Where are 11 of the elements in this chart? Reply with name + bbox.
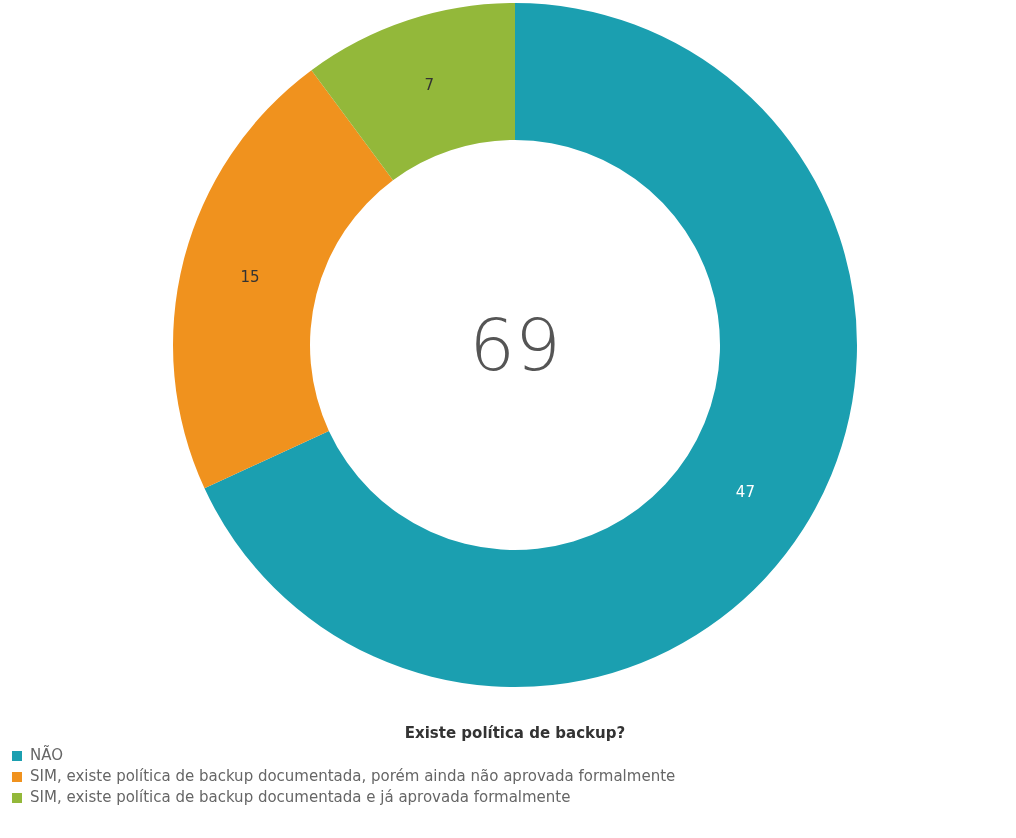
data-label: 7	[424, 76, 435, 95]
legend-title: Existe política de backup?	[404, 724, 626, 742]
data-label: 15	[240, 268, 260, 287]
donut-slice	[311, 3, 515, 181]
text: 69	[469, 303, 561, 387]
legend-label: SIM, existe política de backup documentada, porém ainda não aprovada formalmente	[30, 767, 676, 785]
donut-slice	[204, 3, 857, 687]
donut-slice	[173, 70, 393, 489]
data-label: 47	[735, 483, 755, 502]
legend-label: NÃO	[30, 745, 64, 764]
legend-label: SIM, existe política de backup documentada e já aprovada formalmente	[30, 788, 571, 806]
